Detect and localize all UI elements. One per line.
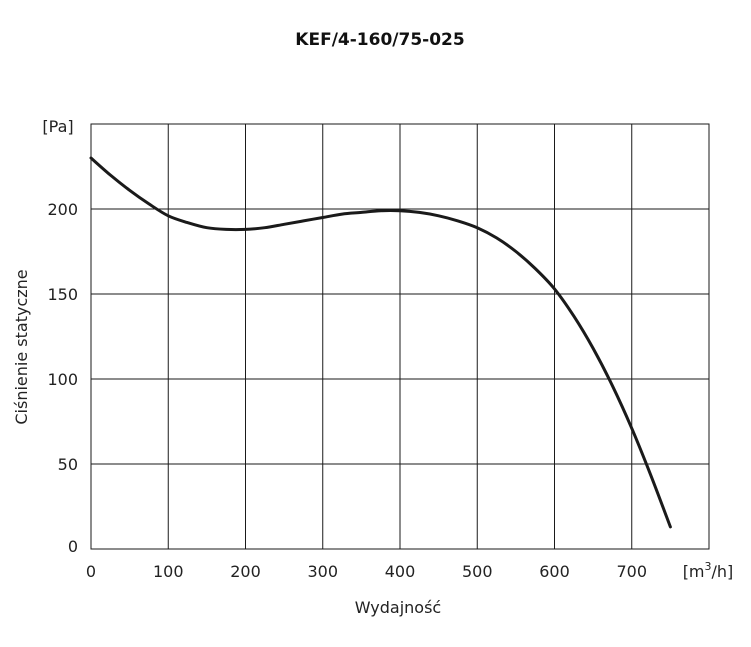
x-axis-ticks: 0 100 200 300 400 500 600 700 [86,562,647,581]
y-axis-ticks: 0 50 100 150 200 [47,200,78,556]
y-tick-label: 0 [68,537,78,556]
grid [91,124,709,549]
y-tick-label: 50 [58,455,78,474]
y-axis-unit: [Pa] [42,117,73,136]
x-tick-label: 200 [230,562,261,581]
x-tick-label: 500 [462,562,493,581]
x-tick-label: 400 [385,562,416,581]
x-tick-label: 0 [86,562,96,581]
y-axis-label: Ciśnienie statyczne [12,269,31,424]
y-tick-label: 100 [47,370,78,389]
x-tick-label: 100 [153,562,184,581]
plot-frame [90,123,710,550]
x-axis-unit: [m3/h] [683,560,734,581]
x-tick-label: 700 [616,562,647,581]
y-tick-label: 200 [47,200,78,219]
chart-title: KEF/4-160/75-025 [295,30,464,50]
performance-curve [89,156,672,529]
x-axis-label: Wydajność [355,598,441,617]
x-axis-unit-suffix: /h] [712,562,734,581]
x-axis-unit-exponent: 3 [705,560,712,573]
x-tick-label: 300 [307,562,338,581]
y-tick-label: 150 [47,285,78,304]
x-tick-label: 600 [539,562,570,581]
x-axis-unit-prefix: [m [683,562,705,581]
